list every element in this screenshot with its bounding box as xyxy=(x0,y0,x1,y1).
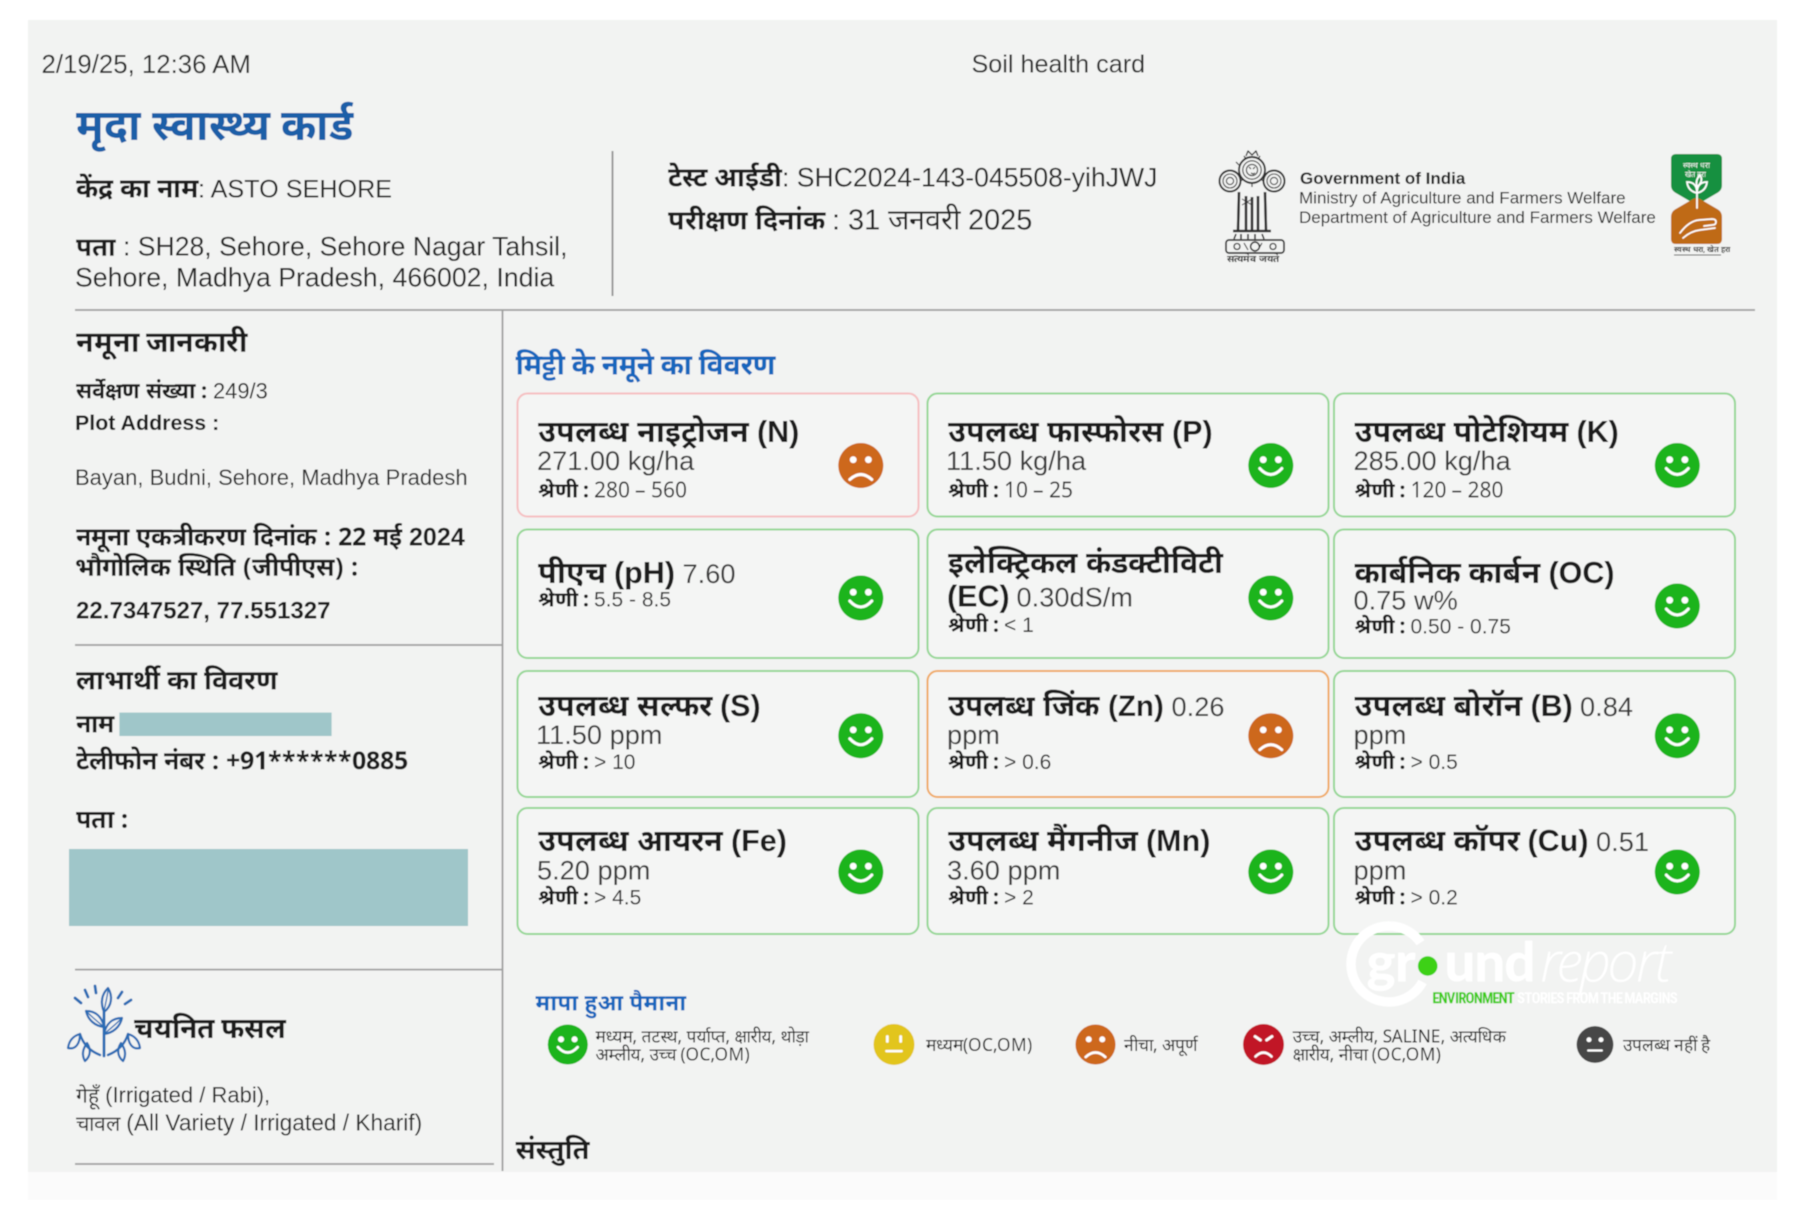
svg-text:5.5 - 8.5: 5.5 - 8.5 xyxy=(594,589,671,612)
svg-text:Bayan, Budni, Sehore, Madhya P: Bayan, Budni, Sehore, Madhya Pradesh xyxy=(75,465,468,490)
svg-text:7.60: 7.60 xyxy=(675,558,735,589)
svg-text:Ministry of Agriculture and Fa: Ministry of Agriculture and Farmers Welf… xyxy=(1299,189,1626,208)
svg-text:(N): (N) xyxy=(757,415,799,449)
svg-text:(All Variety / Irrigated / Kha: (All Variety / Irrigated / Kharif) xyxy=(120,1110,422,1136)
svg-text:11.50 ppm: 11.50 ppm xyxy=(536,719,662,750)
svg-text:Government of India: Government of India xyxy=(1300,169,1466,188)
svg-text:(OC): (OC) xyxy=(1549,556,1615,590)
svg-text:(pH): (pH) xyxy=(614,556,675,590)
svg-text:ppm: ppm xyxy=(1354,719,1407,750)
svg-text:(Mn): (Mn) xyxy=(1146,824,1210,858)
svg-text:2025: 2025 xyxy=(960,205,1032,237)
svg-text:(EC): (EC) xyxy=(947,580,1010,614)
svg-text:> 0.6: > 0.6 xyxy=(1004,751,1051,774)
svg-text:285.00 kg/ha: 285.00 kg/ha xyxy=(1354,445,1512,476)
svg-text:(Fe): (Fe) xyxy=(731,824,787,858)
svg-text:0.84: 0.84 xyxy=(1573,691,1633,722)
svg-text:271.00 kg/ha: 271.00 kg/ha xyxy=(537,445,695,476)
svg-text:> 0.2: > 0.2 xyxy=(1411,887,1458,910)
svg-text:(Cu): (Cu) xyxy=(1528,824,1589,858)
svg-text:3.60 ppm: 3.60 ppm xyxy=(947,855,1060,886)
svg-text:0.26: 0.26 xyxy=(1164,691,1224,722)
svg-text:: ASTO SEHORE: : ASTO SEHORE xyxy=(198,176,392,204)
svg-text:> 2: > 2 xyxy=(1004,887,1034,910)
svg-text:: 31: : 31 xyxy=(832,205,888,237)
svg-text:0.50 - 0.75: 0.50 - 0.75 xyxy=(1411,616,1511,639)
svg-text:Plot Address :: Plot Address : xyxy=(75,411,219,435)
svg-text:11.50 kg/ha: 11.50 kg/ha xyxy=(946,445,1087,476)
svg-text:22.7347527, 77.551327: 22.7347527, 77.551327 xyxy=(76,598,331,625)
svg-text:(B): (B) xyxy=(1531,689,1573,723)
svg-text:Department of Agriculture and: Department of Agriculture and Farmers We… xyxy=(1299,208,1656,227)
svg-text:(P): (P) xyxy=(1172,415,1213,449)
svg-text:(K): (K) xyxy=(1577,415,1619,449)
svg-text:> 4.5: > 4.5 xyxy=(594,887,641,910)
svg-text:(Irrigated / Rabi),: (Irrigated / Rabi), xyxy=(99,1083,270,1108)
svg-text:2024: 2024 xyxy=(402,524,465,552)
svg-text:: SHC2024-143-045508-yihJWJ: : SHC2024-143-045508-yihJWJ xyxy=(782,163,1157,193)
svg-text:0.30dS/m: 0.30dS/m xyxy=(1009,582,1133,613)
svg-text:: SH28, Sehore, Sehore Nagar T: : SH28, Sehore, Sehore Nagar Tahsil, xyxy=(123,232,567,262)
svg-text:Sehore, Madhya Pradesh, 466002: Sehore, Madhya Pradesh, 466002, India xyxy=(75,263,554,293)
svg-text:(S): (S) xyxy=(720,689,761,723)
svg-text:Soil health card: Soil health card xyxy=(972,51,1146,79)
svg-text:249/3: 249/3 xyxy=(213,378,268,403)
svg-text:< 1: < 1 xyxy=(1004,614,1034,637)
svg-text:0.51: 0.51 xyxy=(1589,826,1649,857)
svg-text:ppm: ppm xyxy=(947,719,1000,750)
svg-text:2/19/25, 12:36 AM: 2/19/25, 12:36 AM xyxy=(42,51,251,79)
svg-text:5.20 ppm: 5.20 ppm xyxy=(537,855,650,886)
svg-text:0.75 w%: 0.75 w% xyxy=(1354,585,1458,616)
svg-text:> 10: > 10 xyxy=(594,751,635,774)
svg-text:(Zn): (Zn) xyxy=(1108,690,1164,723)
svg-text:> 0.5: > 0.5 xyxy=(1411,751,1458,774)
svg-text:ppm: ppm xyxy=(1354,855,1407,886)
